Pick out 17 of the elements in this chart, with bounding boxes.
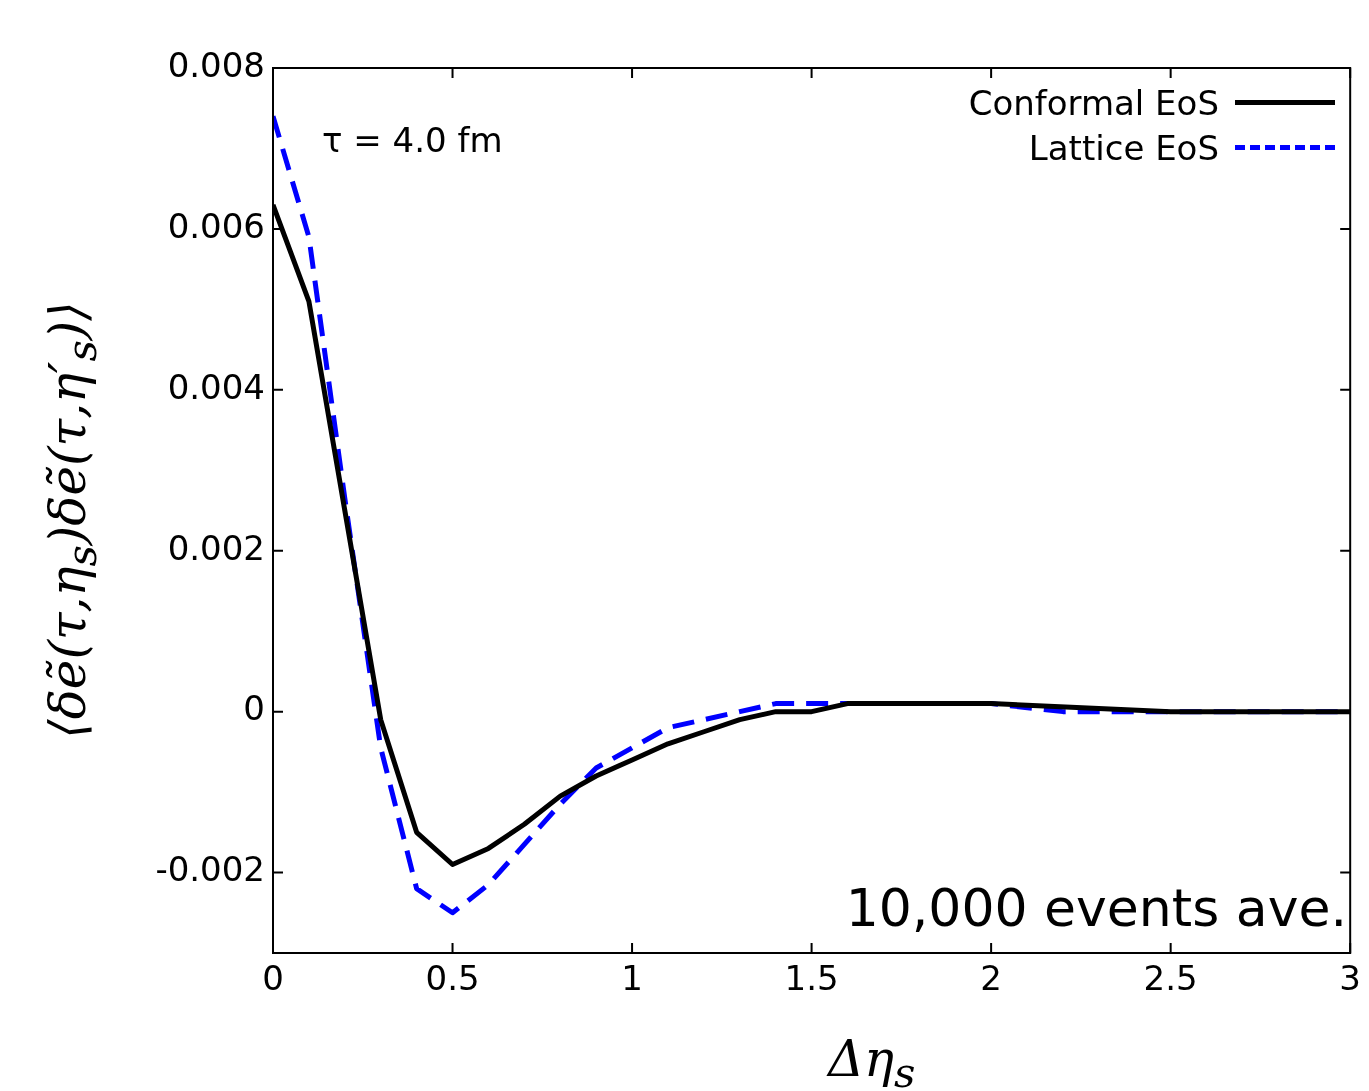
x-tick-label: 0.5 (425, 958, 480, 999)
y-tick-label: 0.002 (167, 527, 265, 568)
x-axis-title: Δη$_{s}$ (828, 1030, 916, 1091)
y-tick-label: 0.006 (167, 205, 265, 246)
x-tick-label: 1 (621, 958, 643, 999)
x-tick-label: 1.5 (784, 958, 839, 999)
x-tick-label: 3 (1339, 958, 1361, 999)
y-tick-label: 0.004 (167, 366, 265, 407)
legend-label: Conformal EoS (968, 82, 1219, 123)
y-tick-label: 0.008 (167, 44, 265, 85)
legend-label: Lattice EoS (1028, 127, 1219, 168)
y-tick-label: 0 (243, 688, 265, 729)
annotation: 10,000 events ave. (845, 878, 1347, 938)
x-tick-label: 2 (980, 958, 1002, 999)
annotation: τ = 4.0 fm (322, 120, 503, 160)
x-tick-label: 2.5 (1143, 958, 1198, 999)
y-tick-label: -0.002 (155, 849, 265, 890)
